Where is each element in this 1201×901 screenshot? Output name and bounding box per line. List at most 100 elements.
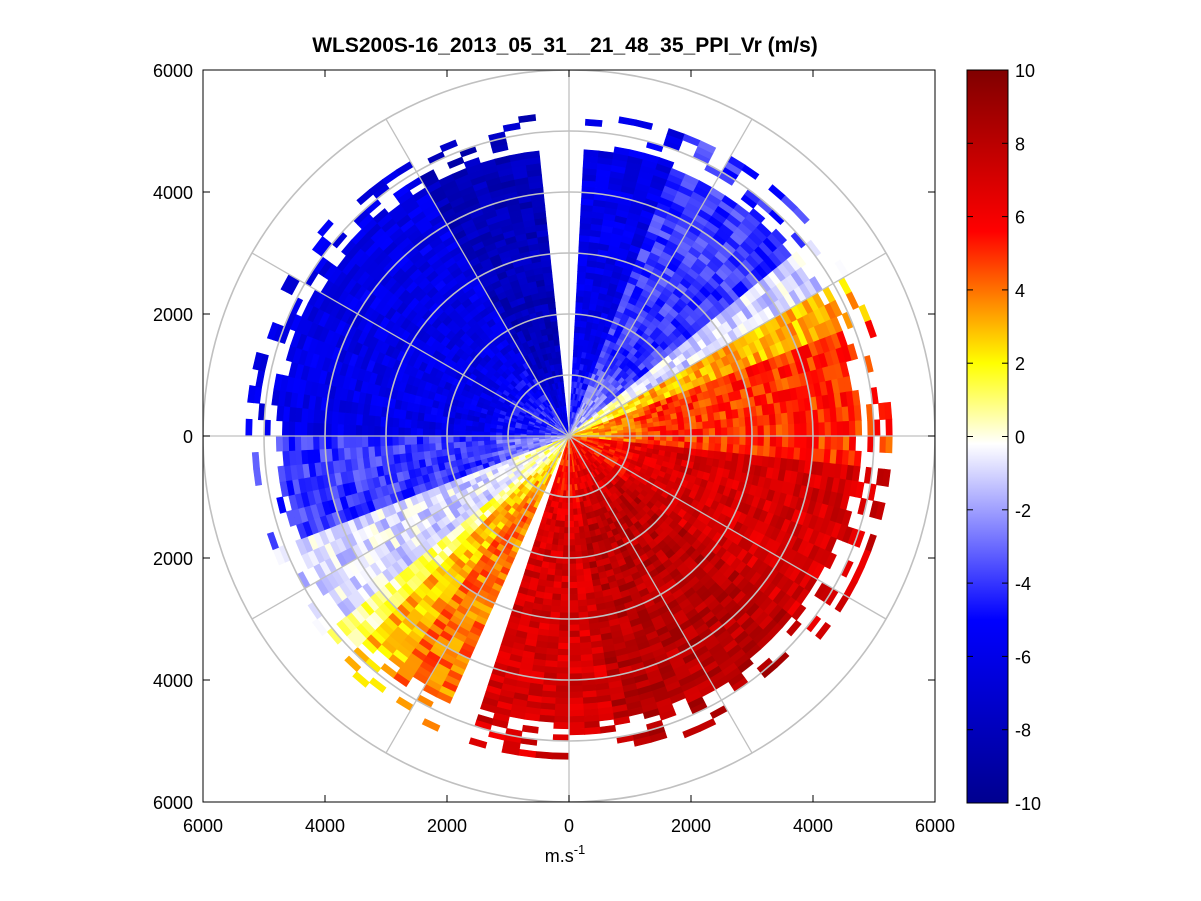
data-cell xyxy=(660,430,667,437)
data-cell xyxy=(739,426,747,437)
data-cell xyxy=(452,423,461,431)
data-cell xyxy=(653,426,661,432)
data-cell xyxy=(853,450,862,467)
data-cell xyxy=(568,600,579,608)
data-cell xyxy=(550,605,561,614)
data-cell xyxy=(416,435,424,445)
data-cell xyxy=(702,442,710,452)
data-cell xyxy=(556,654,570,663)
data-cell xyxy=(458,429,466,437)
data-cell xyxy=(551,752,570,760)
data-cell xyxy=(580,544,588,552)
data-cell xyxy=(775,435,783,448)
data-cell xyxy=(842,420,850,437)
data-cell xyxy=(842,435,850,452)
data-cell xyxy=(559,606,570,614)
data-cell xyxy=(671,424,679,431)
data-cell xyxy=(733,426,741,437)
data-cell xyxy=(769,435,777,448)
data-cell xyxy=(556,667,570,675)
data-cell xyxy=(552,581,562,589)
data-cell xyxy=(568,721,585,730)
data-cell xyxy=(465,445,473,453)
data-cell xyxy=(281,420,290,437)
data-cell xyxy=(471,435,478,442)
data-cell xyxy=(720,443,728,453)
data-cell xyxy=(635,427,643,433)
data-cell xyxy=(732,444,740,455)
data-cell xyxy=(824,435,832,451)
data-cell xyxy=(568,691,584,699)
data-cell xyxy=(727,427,735,437)
data-cell xyxy=(579,538,587,546)
data-cell xyxy=(410,427,418,437)
data-cell xyxy=(575,575,585,583)
data-cell xyxy=(568,545,576,553)
data-cell xyxy=(714,443,722,453)
data-cell xyxy=(428,420,436,430)
data-cell xyxy=(575,563,584,571)
data-cell xyxy=(562,551,570,559)
data-cell xyxy=(367,425,375,437)
data-cell xyxy=(550,599,561,607)
data-cell xyxy=(763,425,771,437)
data-cell xyxy=(568,624,580,632)
data-cell xyxy=(568,715,585,724)
data-cell xyxy=(584,118,603,127)
data-cell xyxy=(459,446,467,454)
data-cell xyxy=(726,418,734,429)
data-cell xyxy=(568,606,579,614)
data-cell xyxy=(557,636,570,644)
data-cell xyxy=(577,605,588,614)
data-cell xyxy=(741,164,760,180)
data-cell xyxy=(659,440,667,447)
data-cell xyxy=(696,442,704,451)
data-cell xyxy=(576,587,586,595)
data-cell xyxy=(756,415,765,427)
data-cell xyxy=(446,429,454,437)
data-cell xyxy=(666,430,674,437)
data-cell xyxy=(434,428,442,437)
data-cell xyxy=(276,405,285,422)
data-cell xyxy=(558,624,570,632)
data-cell xyxy=(551,593,562,601)
data-cell xyxy=(397,426,405,437)
data-cell xyxy=(671,441,679,448)
data-cell xyxy=(300,421,308,437)
data-cell xyxy=(697,140,717,154)
data-cell xyxy=(641,427,649,433)
data-cell xyxy=(554,703,570,711)
data-cell xyxy=(561,563,570,571)
data-cell xyxy=(572,508,578,516)
data-cell xyxy=(361,446,370,459)
data-cell xyxy=(739,435,747,446)
data-cell xyxy=(557,648,570,656)
data-cell xyxy=(361,424,369,437)
data-cell xyxy=(568,697,584,705)
data-cell xyxy=(560,581,570,589)
data-cell xyxy=(647,426,655,433)
data-cell xyxy=(733,435,741,446)
data-cell xyxy=(666,435,674,442)
data-cell xyxy=(568,575,578,583)
data-cell xyxy=(577,258,588,267)
data-cell xyxy=(548,623,560,632)
data-cell xyxy=(397,435,405,446)
data-cell xyxy=(404,443,412,454)
data-cell xyxy=(576,277,586,285)
data-cell xyxy=(573,532,581,540)
data-cell xyxy=(885,435,893,454)
data-cell xyxy=(342,423,351,437)
data-cell xyxy=(836,421,844,437)
data-cell xyxy=(373,425,381,437)
data-cell xyxy=(410,443,418,453)
data-cell xyxy=(355,435,363,448)
data-cell xyxy=(738,417,747,428)
data-cell xyxy=(647,431,655,437)
data-cell xyxy=(696,428,704,437)
data-cell xyxy=(708,427,716,437)
data-cell xyxy=(312,422,320,437)
data-cell xyxy=(568,587,578,595)
data-cell xyxy=(672,429,680,437)
